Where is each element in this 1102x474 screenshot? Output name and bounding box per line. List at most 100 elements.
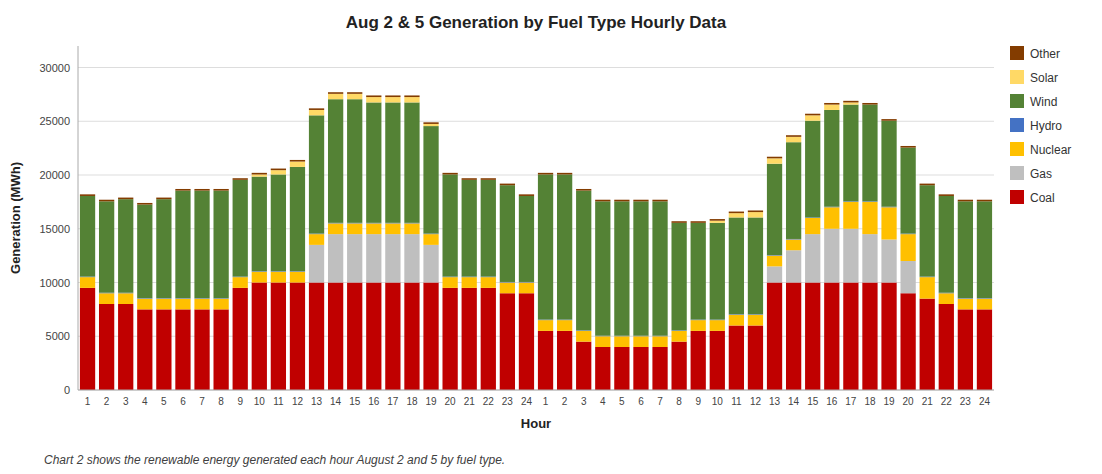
x-tick-label: 21 xyxy=(464,396,476,407)
y-axis-line xyxy=(78,46,79,390)
legend-label: Hydro xyxy=(1030,119,1062,133)
bar-segment xyxy=(652,201,667,335)
bar-segment xyxy=(652,336,667,347)
bar-segment xyxy=(347,99,362,223)
legend-swatch xyxy=(1010,46,1024,60)
bar-segment xyxy=(175,189,190,191)
x-tick-label: 24 xyxy=(521,396,533,407)
bar-segment xyxy=(309,283,324,391)
bar-segment xyxy=(442,173,457,175)
x-tick-label: 17 xyxy=(845,396,857,407)
bar-segment xyxy=(290,283,305,391)
bar-segment xyxy=(500,185,515,282)
bar-segment xyxy=(862,202,877,234)
bar-segment xyxy=(252,174,267,176)
bar-segment xyxy=(99,304,114,390)
bar-segment xyxy=(347,283,362,391)
bar-segment xyxy=(385,95,400,97)
bar-segment xyxy=(576,189,591,191)
x-tick-label: 7 xyxy=(199,396,205,407)
bar-segment xyxy=(175,191,190,299)
bar-segment xyxy=(233,277,248,288)
bars xyxy=(80,92,992,390)
legend-label: Other xyxy=(1030,47,1060,61)
bar-segment xyxy=(500,184,515,186)
bar-segment xyxy=(729,326,744,391)
bar-segment xyxy=(900,293,915,390)
bar-segment xyxy=(729,212,744,214)
bar-segment xyxy=(691,223,706,320)
bar-segment xyxy=(920,185,935,276)
bar-segment xyxy=(691,331,706,390)
bar-segment xyxy=(175,309,190,390)
legend: OtherSolarWindHydroNuclearGasCoal xyxy=(1010,46,1071,205)
bar-segment xyxy=(404,283,419,391)
bar-segment xyxy=(442,277,457,288)
bar-segment xyxy=(538,174,553,319)
series xyxy=(80,99,992,336)
bar-segment xyxy=(786,250,801,282)
bar-segment xyxy=(977,200,992,202)
bar-segment xyxy=(824,207,839,229)
bar-segment xyxy=(729,213,744,217)
bar-segment xyxy=(843,102,858,104)
series xyxy=(309,229,916,294)
bar-segment xyxy=(252,272,267,283)
bar-segment xyxy=(633,201,648,335)
x-tick-label: 10 xyxy=(254,396,266,407)
bar-segment xyxy=(156,199,171,298)
x-tick-label: 2 xyxy=(104,396,110,407)
x-tick-label: 14 xyxy=(330,396,342,407)
bar-segment xyxy=(748,326,763,391)
bar-segment xyxy=(500,283,515,294)
bar-segment xyxy=(462,277,477,288)
bar-segment xyxy=(118,199,133,293)
bar-segment xyxy=(862,105,877,202)
bar-segment xyxy=(538,320,553,331)
bar-segment xyxy=(309,108,324,110)
x-tick-label: 22 xyxy=(483,396,495,407)
bar-segment xyxy=(710,221,725,223)
bar-segment xyxy=(843,202,858,229)
x-tick-label: 8 xyxy=(218,396,224,407)
bar-segment xyxy=(557,331,572,390)
bar-segment xyxy=(900,146,915,148)
bar-segment xyxy=(290,272,305,283)
bar-segment xyxy=(423,122,438,124)
bar-segment xyxy=(423,234,438,245)
bar-segment xyxy=(576,191,591,331)
bar-segment xyxy=(347,92,362,94)
bar-segment xyxy=(939,196,954,293)
bar-segment xyxy=(271,174,286,271)
bar-segment xyxy=(691,221,706,223)
x-axis-label: Hour xyxy=(521,416,551,431)
bar-segment xyxy=(939,304,954,390)
bar-segment xyxy=(767,164,782,255)
bar-segment xyxy=(118,198,133,200)
bar-segment xyxy=(824,110,839,207)
bar-segment xyxy=(900,148,915,234)
bar-segment xyxy=(538,331,553,390)
bar-segment xyxy=(805,234,820,282)
series xyxy=(80,283,992,391)
bar-segment xyxy=(99,293,114,304)
bar-segment xyxy=(862,283,877,391)
bar-segment xyxy=(939,293,954,304)
grid-line xyxy=(78,67,994,68)
bar-segment xyxy=(824,103,839,105)
x-tick-label: 4 xyxy=(600,396,606,407)
legend-swatch xyxy=(1010,142,1024,156)
bar-segment xyxy=(691,320,706,331)
bar-segment xyxy=(462,288,477,390)
bar-segment xyxy=(920,277,935,299)
x-tick-label: 1 xyxy=(543,396,549,407)
bar-segment xyxy=(881,119,896,121)
bar-segment xyxy=(671,331,686,342)
bar-segment xyxy=(233,178,248,180)
bar-segment xyxy=(385,234,400,282)
bar-segment xyxy=(118,293,133,304)
x-tick-label: 5 xyxy=(161,396,167,407)
bar-segment xyxy=(462,178,477,180)
grid-line xyxy=(78,390,994,391)
x-tick-label: 14 xyxy=(788,396,800,407)
